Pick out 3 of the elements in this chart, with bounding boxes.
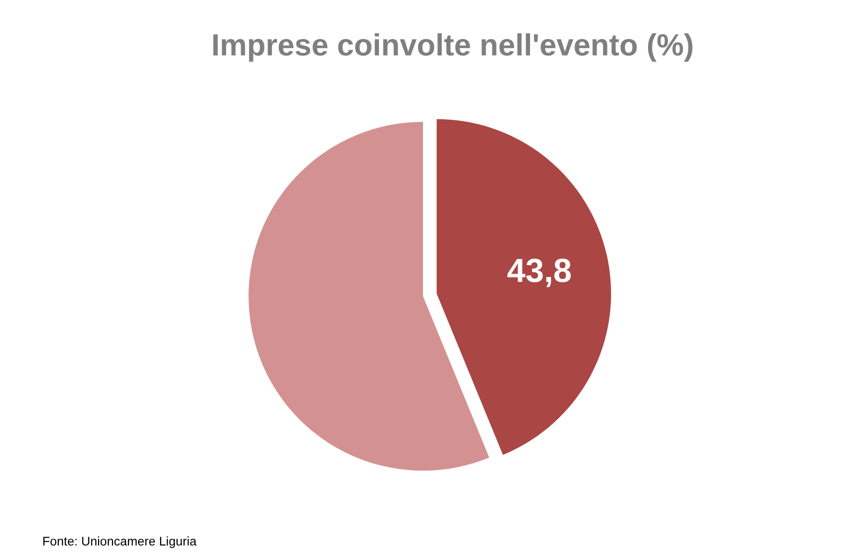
chart-title: Imprese coinvolte nell'evento (%) [213, 33, 692, 62]
source-note: Fonte: Unioncamere Liguria [43, 536, 197, 548]
data-label: 43,8 [507, 258, 571, 288]
